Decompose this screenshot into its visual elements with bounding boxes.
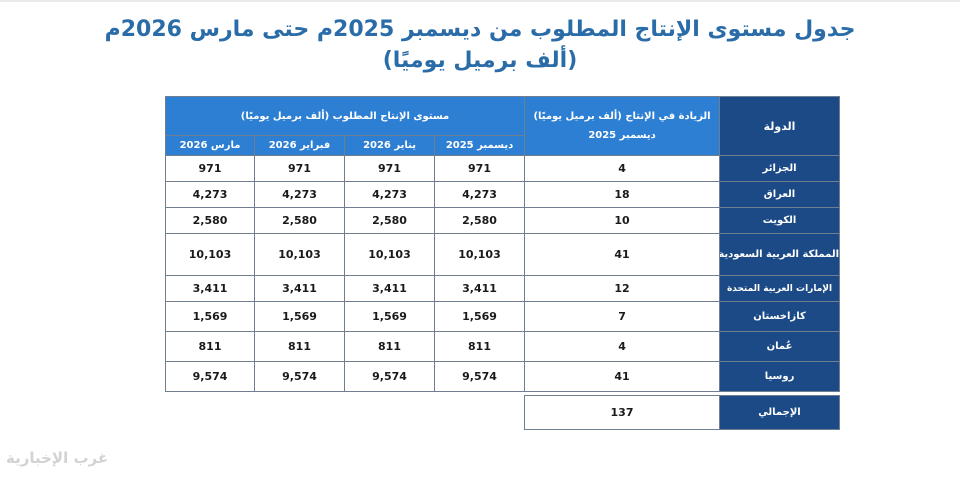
table-row: الإمارات العربية المتحدة 12 3,411 3,411 …	[164, 275, 841, 302]
top-divider	[0, 0, 960, 2]
month-header-mar-2026: مارس 2026	[164, 135, 256, 156]
table-row: العراق 18 4,273 4,273 4,273 4,273	[164, 181, 841, 208]
value-cell: 3,411	[344, 275, 436, 302]
watermark: غرب الإخبارية	[6, 449, 109, 467]
value-cell: 9,574	[164, 361, 256, 392]
value-cell: 9,574	[254, 361, 346, 392]
increase-cell: 12	[524, 275, 721, 302]
page-title: جدول مستوى الإنتاج المطلوب من ديسمبر 202…	[0, 14, 960, 76]
value-cell: 971	[344, 155, 436, 182]
value-cell: 4,273	[344, 181, 436, 208]
spacer-cell	[165, 391, 840, 396]
table-row: المملكة العربية السعودية 41 10,103 10,10…	[164, 233, 841, 276]
increase-header-line-2: ديسمبر 2025	[588, 130, 656, 141]
value-cell: 3,411	[164, 275, 256, 302]
value-cell: 9,574	[434, 361, 526, 392]
country-cell: روسيا	[719, 361, 841, 392]
country-cell: الإمارات العربية المتحدة	[719, 275, 841, 302]
month-header-jan-2026: يناير 2026	[344, 135, 436, 156]
value-cell: 3,411	[434, 275, 526, 302]
value-cell: 971	[254, 155, 346, 182]
month-header-feb-2026: فبراير 2026	[254, 135, 346, 156]
spacer-row	[165, 391, 840, 396]
value-cell: 1,569	[254, 301, 346, 332]
title-line-1: جدول مستوى الإنتاج المطلوب من ديسمبر 202…	[104, 17, 856, 42]
country-cell: العراق	[719, 181, 841, 208]
title-line-2: (ألف برميل يوميًا)	[382, 48, 578, 73]
increase-cell: 7	[524, 301, 721, 332]
value-cell: 1,569	[434, 301, 526, 332]
value-cell: 4,273	[434, 181, 526, 208]
value-cell: 971	[164, 155, 256, 182]
increase-header: الزيادة في الإنتاج (ألف برميل يوميًا) دي…	[524, 96, 721, 156]
country-header: الدولة	[719, 96, 841, 156]
country-cell: الجزائر	[719, 155, 841, 182]
table-row: الكويت 10 2,580 2,580 2,580 2,580	[164, 207, 841, 234]
increase-cell: 4	[524, 331, 721, 362]
increase-cell: 41	[524, 233, 721, 276]
value-cell: 9,574	[344, 361, 436, 392]
value-cell: 811	[344, 331, 436, 362]
total-increase: 137	[524, 395, 721, 430]
required-level-header: مستوى الإنتاج المطلوب (ألف برميل يوميًا)	[164, 96, 526, 136]
empty-cell	[165, 395, 525, 430]
table-row: روسيا 41 9,574 9,574 9,574 9,574	[164, 361, 841, 392]
table-row: الجزائر 4 971 971 971 971	[164, 155, 841, 182]
increase-cell: 41	[524, 361, 721, 392]
value-cell: 971	[434, 155, 526, 182]
value-cell: 2,580	[164, 207, 256, 234]
table-row: عُمان 4 811 811 811 811	[164, 331, 841, 362]
value-cell: 2,580	[434, 207, 526, 234]
value-cell: 811	[164, 331, 256, 362]
total-row: الإجمالي 137	[165, 395, 841, 430]
production-table: الدولة الزيادة في الإنتاج (ألف برميل يوم…	[164, 96, 841, 430]
increase-cell: 10	[524, 207, 721, 234]
month-header-dec-2025: ديسمبر 2025	[434, 135, 526, 156]
increase-cell: 18	[524, 181, 721, 208]
value-cell: 1,569	[344, 301, 436, 332]
increase-header-line-1: الزيادة في الإنتاج (ألف برميل يوميًا)	[533, 111, 711, 122]
value-cell: 4,273	[164, 181, 256, 208]
total-label: الإجمالي	[719, 395, 841, 430]
value-cell: 811	[434, 331, 526, 362]
value-cell: 10,103	[254, 233, 346, 276]
country-cell: المملكة العربية السعودية	[719, 233, 841, 276]
country-cell: عُمان	[719, 331, 841, 362]
value-cell: 1,569	[164, 301, 256, 332]
table-row: كازاخستان 7 1,569 1,569 1,569 1,569	[164, 301, 841, 332]
value-cell: 2,580	[254, 207, 346, 234]
country-cell: الكويت	[719, 207, 841, 234]
value-cell: 4,273	[254, 181, 346, 208]
value-cell: 10,103	[344, 233, 436, 276]
value-cell: 3,411	[254, 275, 346, 302]
value-cell: 10,103	[164, 233, 256, 276]
increase-cell: 4	[524, 155, 721, 182]
value-cell: 2,580	[344, 207, 436, 234]
value-cell: 811	[254, 331, 346, 362]
country-cell: كازاخستان	[719, 301, 841, 332]
value-cell: 10,103	[434, 233, 526, 276]
